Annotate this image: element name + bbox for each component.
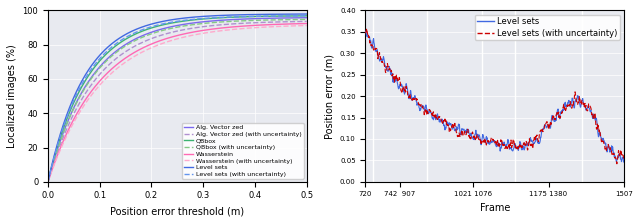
X-axis label: Position error threshold (m): Position error threshold (m) <box>110 206 244 216</box>
Legend: Level sets, Level sets (with uncertainty): Level sets, Level sets (with uncertainty… <box>475 15 620 40</box>
Y-axis label: Position error (m): Position error (m) <box>324 54 334 139</box>
Legend: Alg. Vector zed, Alg. Vector zed (with uncertainty), QBbox, QBbox (with uncertai: Alg. Vector zed, Alg. Vector zed (with u… <box>182 123 303 179</box>
Y-axis label: Localized images (%): Localized images (%) <box>7 44 17 148</box>
X-axis label: Frame: Frame <box>479 203 510 213</box>
